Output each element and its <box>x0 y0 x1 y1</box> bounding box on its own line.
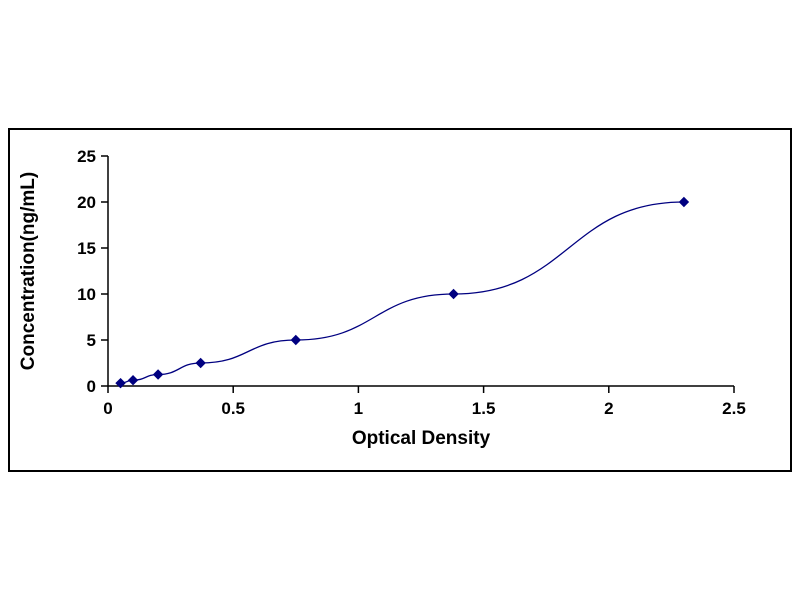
chart-plot-area: 0 5 10 15 20 25 0 0.5 1 1.5 2 2.5 <box>77 147 746 418</box>
x-tick-label: 0.5 <box>221 399 245 418</box>
data-point-marker <box>115 377 126 389</box>
y-tick-label: 15 <box>77 239 96 258</box>
y-tick-label: 25 <box>77 147 96 166</box>
data-point-marker <box>678 196 690 208</box>
standard-curve-chart: 0 5 10 15 20 25 0 0.5 1 1.5 2 2.5 Optical Density C… <box>18 147 746 449</box>
data-point-marker <box>152 369 164 380</box>
curve-line <box>120 201 684 384</box>
y-tick-label: 5 <box>87 331 96 350</box>
x-axis-title: Optical Density <box>352 428 491 449</box>
x-tick-label: 0 <box>103 399 112 418</box>
chart-frame: 0 5 10 15 20 25 0 0.5 1 1.5 2 2.5 Optical Density C… <box>8 128 792 472</box>
y-axis-title: Concentration(ng/mL) <box>18 172 39 370</box>
data-point-marker <box>448 288 459 300</box>
x-tick-label: 2.5 <box>722 399 746 418</box>
y-tick-label: 20 <box>77 193 96 212</box>
x-tick-label: 1.5 <box>472 399 496 418</box>
data-point-marker <box>127 374 139 386</box>
data-point-marker <box>195 357 206 369</box>
x-tick-label: 2 <box>604 399 613 418</box>
data-point-marker <box>290 334 302 346</box>
y-tick-label: 0 <box>87 377 96 396</box>
y-tick-label: 10 <box>77 285 96 304</box>
x-tick-label: 1 <box>354 399 363 418</box>
